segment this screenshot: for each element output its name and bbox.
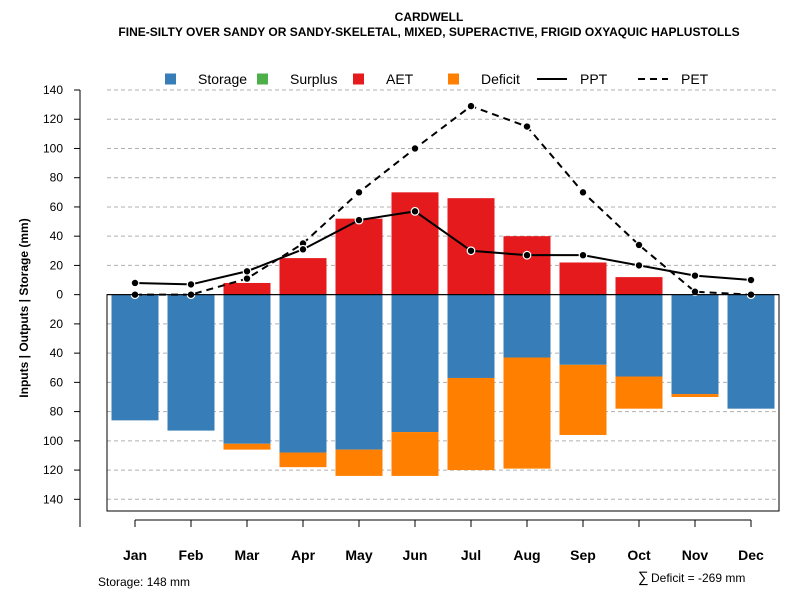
storage-legend-swatch [165, 73, 176, 85]
ppt-point [410, 206, 420, 216]
x-tick-label-apr: Apr [291, 547, 316, 563]
y-tick-label: 100 [43, 141, 63, 155]
ppt-point [634, 261, 644, 270]
pet-point [466, 101, 476, 111]
gridlines [107, 89, 779, 500]
aet-bar [503, 236, 551, 295]
ppt-point [746, 275, 756, 285]
deficit-bar [223, 443, 271, 450]
chart-subtitle: FINE-SILTY OVER SANDY OR SANDY-SKELETAL,… [118, 25, 739, 39]
ppt-point [466, 246, 476, 256]
lines [130, 101, 756, 300]
pet-point [354, 187, 364, 197]
aet-bar [223, 282, 271, 295]
y-tick-label: 20 [50, 258, 64, 272]
pet-point [690, 287, 700, 297]
deficit-bar [559, 364, 607, 435]
y-tick-label: 80 [50, 171, 64, 185]
ppt-point [298, 244, 308, 254]
pet-line [135, 104, 752, 296]
ppt-point [578, 250, 588, 260]
aet-bar [559, 262, 607, 295]
x-tick-label-jul: Jul [461, 547, 481, 563]
storage-bar [615, 294, 663, 377]
x-tick-label-oct: Oct [627, 547, 651, 563]
y-tick-label: 120 [43, 112, 63, 126]
storage-bar [671, 294, 719, 395]
ppt-line [134, 210, 752, 286]
ppt-point [354, 215, 364, 225]
deficit-bar [279, 452, 327, 468]
y-tick-label: 60 [50, 200, 64, 214]
bars [111, 192, 775, 476]
x-tick-label-may: May [345, 547, 372, 563]
pet-point [634, 240, 644, 250]
x-tick-label-sep: Sep [570, 547, 596, 563]
x-tick-label-feb: Feb [179, 547, 204, 563]
surplus-legend-label: Surplus [290, 71, 337, 87]
y-tick-label: 140 [43, 492, 63, 506]
aet-bar [279, 258, 327, 295]
pet-point [242, 274, 252, 283]
y-tick-label: 40 [50, 346, 64, 360]
legend: Storage Surplus AET Deficit PPT PET [165, 71, 709, 87]
ppt-point [186, 280, 196, 289]
storage-bar [391, 294, 439, 433]
x-tick-label-jan: Jan [123, 547, 147, 563]
pet-point [410, 144, 420, 153]
x-tick-label-dec: Dec [738, 547, 764, 563]
ppt-point [522, 250, 532, 260]
aet-bar [335, 218, 383, 295]
aet-bar [615, 277, 663, 295]
ppt-point [130, 278, 140, 288]
x-tick-label-nov: Nov [682, 547, 709, 563]
storage-bar [167, 294, 215, 431]
deficit-total-label: Deficit = -269 mm [651, 571, 745, 585]
x-tick-label-jun: Jun [403, 547, 428, 563]
storage-bar [503, 294, 551, 358]
storage-bar [727, 294, 775, 409]
pet-point [578, 187, 588, 197]
pet-point [522, 122, 532, 131]
y-tick-label: 0 [56, 288, 63, 302]
y-tick-label: 140 [43, 83, 63, 97]
ppt-point [690, 271, 700, 281]
x-axis: Jan Feb Mar Apr May Jun Jul Aug Sep Oct Nov Dec [123, 519, 764, 563]
y-tick-label: 80 [50, 405, 64, 419]
storage-bar [559, 294, 607, 365]
deficit-bar [335, 449, 383, 476]
storage-bar [111, 294, 159, 421]
pet-legend-label: PET [681, 71, 709, 87]
chart-title: CARDWELL [395, 10, 464, 24]
storage-legend-label: Storage [198, 71, 247, 87]
x-tick-label-mar: Mar [235, 547, 260, 563]
deficit-bar [615, 376, 663, 409]
storage-bar [279, 294, 327, 453]
aet-legend-label: AET [386, 71, 414, 87]
deficit-bar [671, 394, 719, 397]
surplus-legend-swatch [257, 73, 268, 85]
deficit-legend-swatch [448, 73, 459, 85]
storage-total-label: Storage: 148 mm [98, 575, 190, 589]
x-tick-label-aug: Aug [513, 547, 540, 563]
storage-bar [335, 294, 383, 450]
y-tick-label: 60 [50, 375, 64, 389]
y-tick-label: 120 [43, 463, 63, 477]
deficit-bar [447, 377, 495, 471]
y-tick-label: 40 [50, 229, 64, 243]
ppt-point [242, 266, 252, 276]
sum-symbol: ∑ [638, 569, 649, 586]
aet-legend-swatch [353, 73, 364, 85]
y-axis: 140 120 100 80 60 40 20 0 20 40 60 80 100 120 140 [43, 83, 81, 527]
deficit-legend-label: Deficit [481, 71, 520, 87]
y-axis-label: Inputs | Outputs | Storage (mm) [17, 218, 31, 397]
y-tick-label: 20 [50, 317, 64, 331]
ppt-legend-label: PPT [580, 71, 608, 87]
deficit-bar [391, 432, 439, 476]
y-tick-label: 100 [43, 434, 63, 448]
storage-bar [447, 294, 495, 378]
storage-bar [223, 294, 271, 444]
deficit-bar [503, 357, 551, 469]
